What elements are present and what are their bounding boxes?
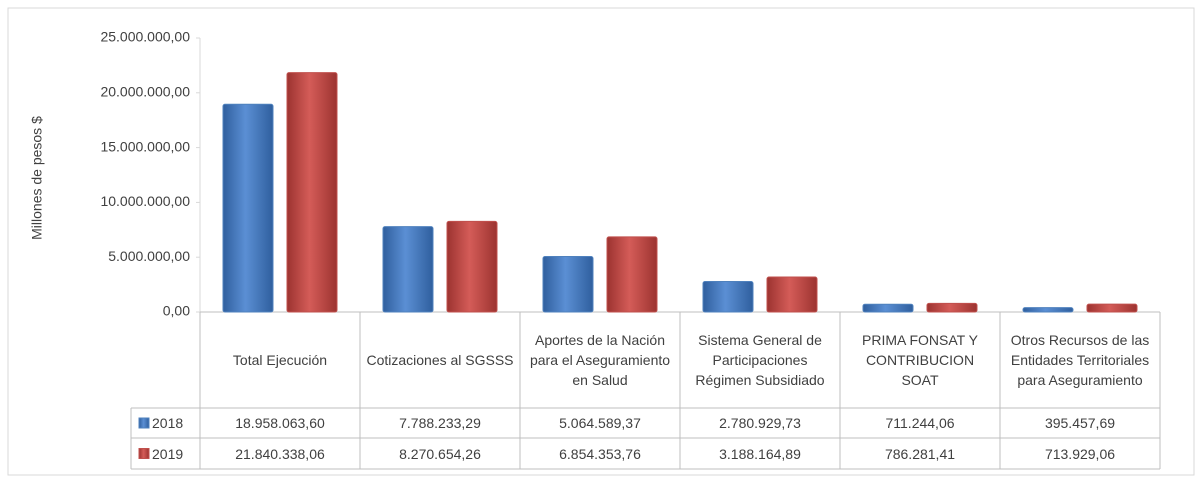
legend-swatch xyxy=(138,417,150,429)
chart-border xyxy=(7,7,1195,476)
value-label: 713.929,06 xyxy=(1044,445,1116,462)
value-label: 7.788.233,29 xyxy=(399,415,481,431)
bar xyxy=(286,72,338,313)
y-tick-label: 25.000.000,00 xyxy=(100,29,190,45)
y-tick-label: 15.000.000,00 xyxy=(100,138,190,154)
value-label: 2.780.929,73 xyxy=(719,415,801,431)
x-tick-label: Sistema General de Participaciones Régim… xyxy=(695,332,825,388)
value-label: 18.958.063,60 xyxy=(235,415,325,431)
bar xyxy=(446,220,498,313)
x-tick-label: Aportes de la Nación para el Aseguramien… xyxy=(529,332,671,388)
y-tick-label: 10.000.000,00 xyxy=(100,193,190,209)
x-tick-label: Cotizaciones al SGSSS xyxy=(366,352,514,368)
legend-label: 2019 xyxy=(152,445,184,462)
value-label: 395.457,69 xyxy=(1044,415,1116,431)
value-label: 786.281,41 xyxy=(884,445,956,462)
x-tick-label: Total Ejecución xyxy=(232,352,328,368)
bar xyxy=(926,302,978,313)
bar xyxy=(1086,303,1138,313)
x-tick-label: PRIMA FONSAT Y CONTRIBUCION SOAT xyxy=(862,332,978,388)
bar xyxy=(862,303,914,313)
bar xyxy=(702,281,754,313)
value-label: 3.188.164,89 xyxy=(719,445,801,462)
value-label: 6.854.353,76 xyxy=(559,445,641,462)
legend-swatch xyxy=(138,448,150,459)
bar xyxy=(382,226,434,313)
y-tick-label: 5.000.000,00 xyxy=(108,248,190,264)
value-label: 5.064.589,37 xyxy=(559,415,641,431)
x-tick-label: Otros Recursos de las Entidades Territor… xyxy=(1010,332,1150,388)
bar xyxy=(222,103,274,313)
bar xyxy=(542,255,594,313)
value-label: 8.270.654,26 xyxy=(399,445,481,462)
value-label: 21.840.338,06 xyxy=(235,445,325,462)
bar xyxy=(766,276,818,313)
y-axis-label: Millones de pesos $ xyxy=(29,116,45,240)
bar xyxy=(606,236,658,313)
bar xyxy=(1022,307,1074,313)
legend-label: 2018 xyxy=(152,415,184,431)
y-tick-label: 0,00 xyxy=(163,303,190,319)
y-tick-label: 20.000.000,00 xyxy=(100,84,190,100)
value-label: 711.244,06 xyxy=(885,415,955,431)
